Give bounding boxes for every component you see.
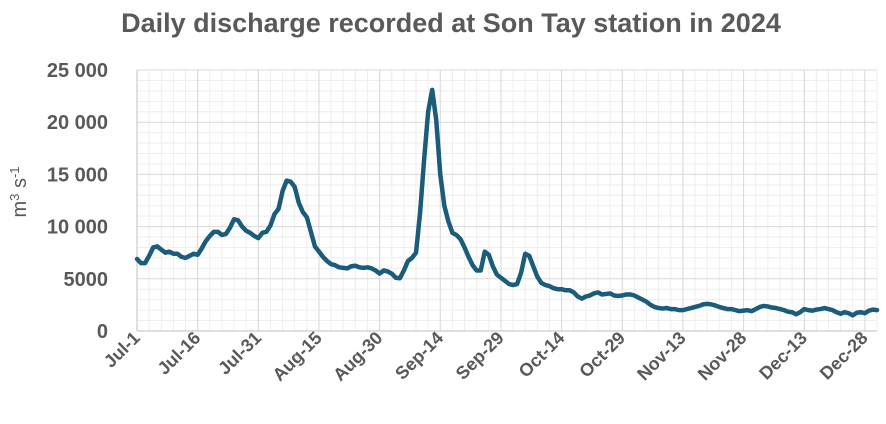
- x-axis-ticks: Jul-1 Jul-16 Jul-31 Aug-15 Aug-30 Sep-14 Sep-2…: [100, 328, 872, 385]
- x-tick-label: Jul-31: [214, 328, 265, 379]
- x-tick-label: Oct-14: [515, 328, 569, 382]
- y-tick-label: 20 000: [47, 112, 108, 134]
- y-tick-label: 5000: [64, 269, 109, 291]
- y-tick-label: 25 000: [47, 60, 108, 82]
- x-tick-label: Nov-28: [694, 328, 751, 385]
- series-line-discharge: [134, 87, 880, 318]
- x-tick-label: Aug-30: [329, 328, 386, 385]
- y-axis-ticks: 0 5000 10 000 15 000 20 000 25 000: [47, 60, 108, 343]
- x-tick-label: Nov-13: [633, 328, 690, 385]
- y-tick-label: 15 000: [47, 164, 108, 186]
- x-tick-label: Sep-14: [391, 328, 447, 384]
- series-group: [134, 87, 880, 318]
- x-tick-label: Jul-16: [154, 328, 205, 379]
- y-tick-label: 0: [97, 321, 108, 343]
- x-tick-label: Dec-13: [755, 328, 811, 384]
- x-tick-label: Sep-29: [452, 328, 508, 384]
- chart-title: Daily discharge recorded at Son Tay stat…: [121, 8, 781, 38]
- grid: [136, 69, 878, 332]
- x-tick-label: Oct-29: [575, 328, 629, 382]
- y-axis-label: m3 s-1: [7, 166, 32, 217]
- x-tick-label: Dec-28: [816, 328, 872, 384]
- y-tick-label: 10 000: [47, 217, 108, 239]
- x-tick-label: Aug-15: [269, 328, 326, 385]
